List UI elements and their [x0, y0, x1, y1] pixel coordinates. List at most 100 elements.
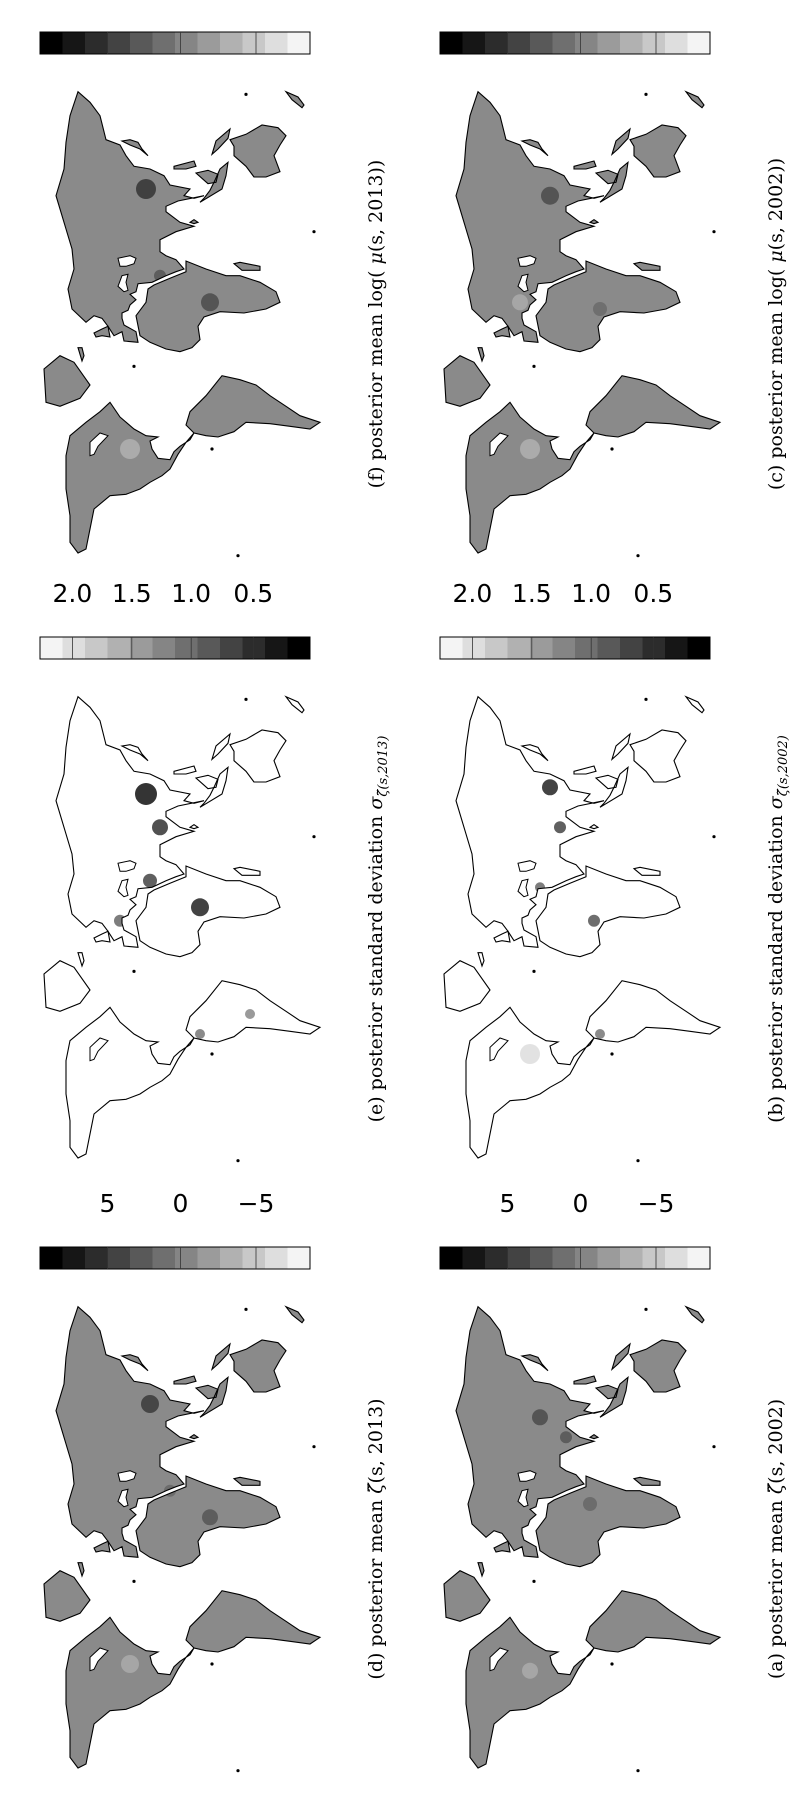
colorbar-tick-label: 1.5 [112, 579, 152, 608]
coastline-madagascar [632, 261, 661, 271]
hotspot-4 [143, 873, 157, 888]
colorbar-step [575, 1247, 598, 1269]
coastline-north-america [465, 401, 595, 554]
colorbar-step [665, 32, 688, 54]
coastline-north-america [65, 1616, 195, 1769]
caption-prefix: (e) posterior standard deviation [365, 809, 387, 1123]
caption-symbol: ζ̃ [765, 1483, 787, 1495]
island-dot-5 [244, 697, 248, 701]
land-japan [522, 139, 548, 156]
land-eurasia [56, 91, 204, 343]
caption-args: (s, 2002)) [765, 157, 787, 251]
coastline-great-britain [493, 1540, 511, 1553]
land-greenland [44, 355, 90, 407]
colorbar-tick-label: −5 [638, 1189, 675, 1218]
land-eurasia [456, 91, 604, 343]
water-caspian-sea [517, 255, 537, 267]
colorbar-tick-label: −5 [238, 0, 275, 3]
island-dot-4 [210, 1052, 214, 1056]
coastline-indonesia [599, 765, 629, 808]
colorbar-tick-label: 0 [172, 1189, 188, 1218]
land-australia [630, 730, 686, 782]
colorbar-frame [39, 636, 311, 660]
colorbar-step [175, 1247, 198, 1269]
coastline-greenland [443, 960, 491, 1012]
coastline-greenland [443, 1570, 491, 1622]
coastline-new-zealand [684, 1305, 705, 1324]
coastline-sri-lanka [188, 219, 200, 225]
hotspot-3 [154, 269, 166, 282]
caption-args: (s, 2002) [765, 1398, 787, 1484]
colorbar-step [642, 32, 666, 54]
colorbar-step [597, 637, 621, 659]
caption-prefix: (c) posterior mean log( [765, 262, 787, 491]
water-black-sea [517, 878, 529, 898]
caption-prefix: (d) posterior mean [365, 1493, 387, 1680]
coastline-great-britain [93, 325, 111, 338]
coastline-greenland [43, 1570, 91, 1622]
caption-args: (s, 2013) [365, 1398, 387, 1484]
coastline-africa [135, 260, 281, 353]
land-africa [536, 866, 680, 957]
coastline-madagascar [232, 261, 261, 271]
colorbar-step [507, 637, 531, 659]
coastline-new-guinea [210, 1342, 231, 1371]
colorbar-step [462, 32, 486, 54]
caption-a: (a) posterior mean ζ̃(s, 2002) [765, 1279, 787, 1799]
colorbar-step [107, 32, 131, 54]
land-new-guinea [612, 734, 630, 760]
coastline-madagascar [632, 1476, 661, 1486]
hotspot-1 [541, 186, 559, 205]
land-eurasia [456, 696, 604, 948]
coastline-indonesia [599, 1375, 629, 1418]
colorbar-step [530, 637, 553, 659]
coastline-greenland [43, 355, 91, 407]
caption-symbol: ζ̃ [365, 1483, 387, 1494]
coastline-eurasia [455, 695, 605, 948]
caption-b: (b) posterior standard deviation σζ̃(s,2… [765, 669, 791, 1189]
coastline-new-zealand [284, 1305, 305, 1324]
coastline-philippines [173, 1375, 197, 1385]
coastline-south-america [585, 375, 722, 438]
colorbar-step [287, 1247, 311, 1269]
hotspot-3 [520, 439, 540, 459]
colorbar-step [530, 32, 553, 54]
coastline-new-guinea [610, 1342, 631, 1371]
island-dot-1 [636, 1159, 640, 1163]
island-dot-4 [610, 1052, 614, 1056]
water-hudson-bay [89, 1647, 109, 1672]
hotspot-1 [532, 1409, 548, 1426]
caption-d: (d) posterior mean ζ̃(s, 2013) [365, 1279, 387, 1799]
coastline-south-america [185, 980, 322, 1043]
land-new-zealand [686, 696, 704, 713]
colorbar-step [265, 32, 288, 54]
caption-prefix: (b) posterior standard deviation [765, 809, 787, 1123]
water-hudson-bay [489, 1037, 509, 1062]
colorbar-step [220, 1247, 243, 1269]
colorbar-tick-label: 5 [500, 0, 516, 3]
hotspot-3 [560, 1431, 572, 1444]
colorbar-tick-label: 1.5 [512, 579, 552, 608]
water-black-sea [117, 1488, 129, 1508]
land-japan [522, 1354, 548, 1371]
coastline-greenland [43, 960, 91, 1012]
land-great-britain [94, 326, 110, 337]
caption-prefix: (f) posterior mean log( [365, 264, 387, 489]
coastline-north-america [465, 1006, 595, 1159]
hotspot-4 [120, 439, 140, 459]
coastline-philippines [173, 160, 197, 170]
land-south-america [586, 980, 720, 1042]
colorbar-step [197, 1247, 221, 1269]
water-black-sea [517, 1488, 529, 1508]
colorbar-step [130, 32, 153, 54]
water-hudson-bay [489, 1647, 509, 1672]
island-dot-3 [532, 364, 536, 368]
coastline-africa [535, 1475, 681, 1568]
colorbar-step [152, 1247, 176, 1269]
coastline-japan [520, 744, 549, 762]
colorbar-step [85, 1247, 108, 1269]
land-great-britain [494, 931, 510, 942]
colorbar-tick-label: 0 [572, 0, 588, 3]
hotspot-2 [152, 819, 168, 836]
